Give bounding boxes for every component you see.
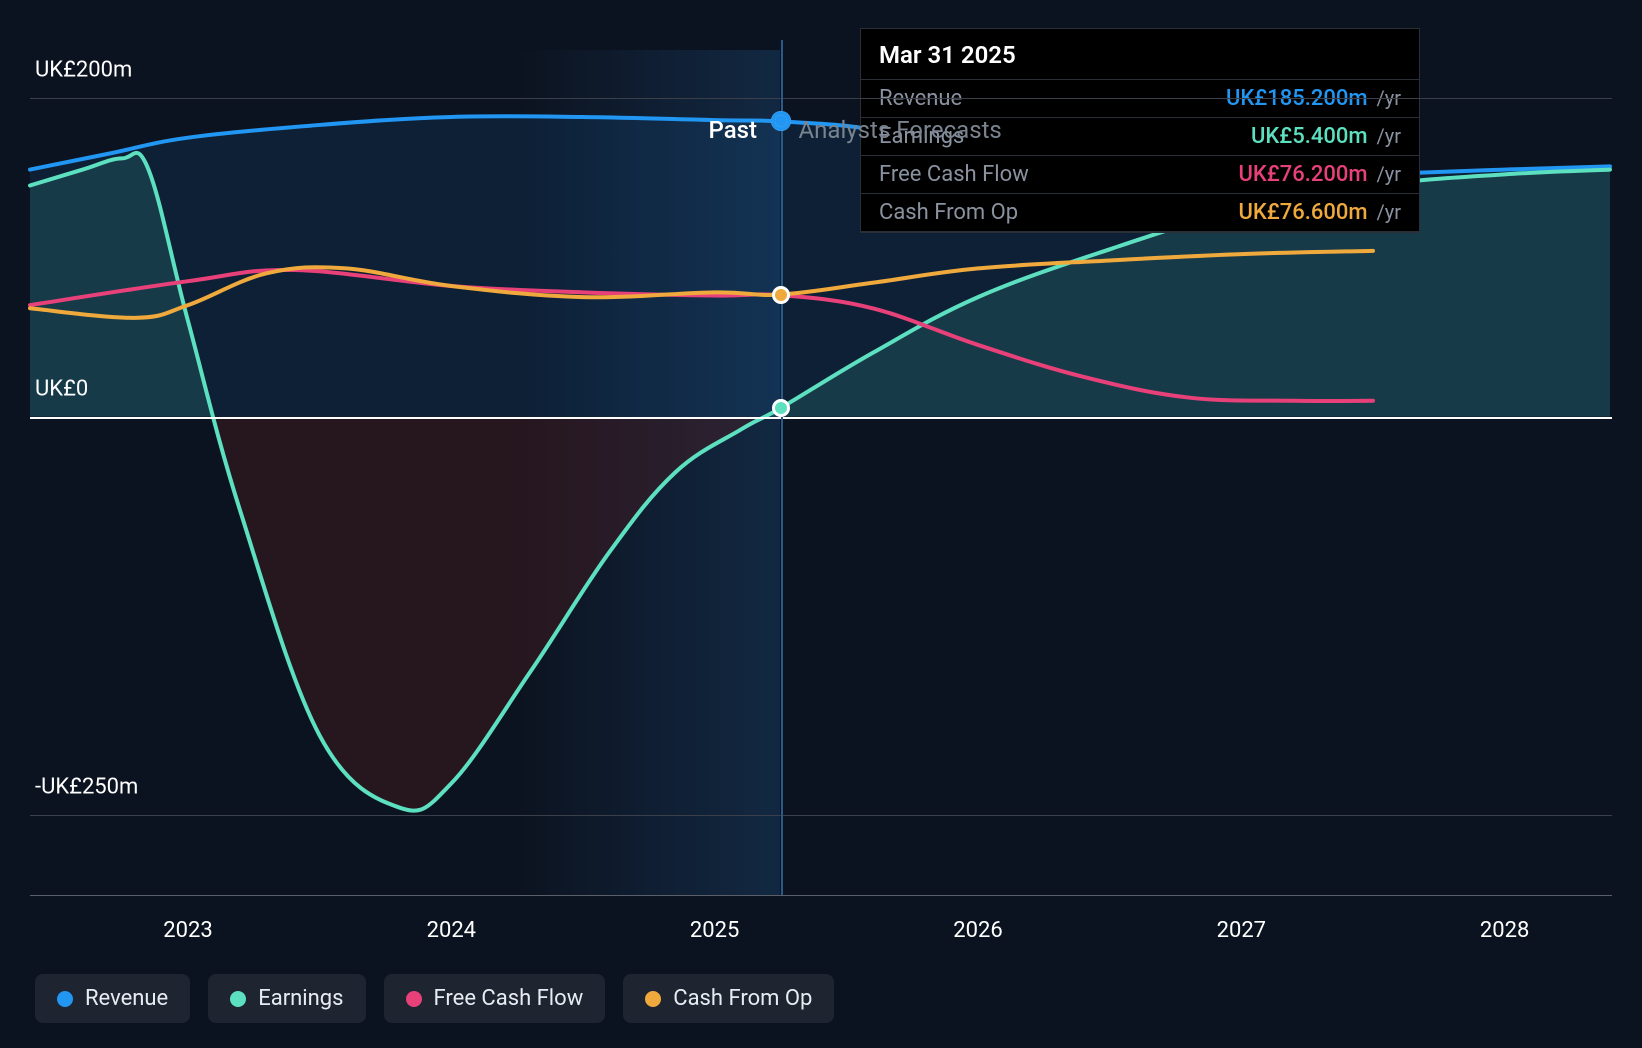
tooltip-value: UK£76.600m (1239, 200, 1368, 225)
tooltip-key: Free Cash Flow (879, 162, 1029, 187)
legend-dot-icon (645, 991, 661, 1007)
financial-forecast-chart: Mar 31 2025 RevenueUK£185.200m /yrEarnin… (0, 0, 1642, 1048)
tooltip-unit: /yr (1372, 124, 1401, 148)
x-axis-label: 2025 (690, 918, 739, 943)
tooltip-row: Free Cash Flow UK£76.200m /yr (861, 155, 1419, 193)
legend-dot-icon (57, 991, 73, 1007)
legend-dot-icon (406, 991, 422, 1007)
legend-item-fcf[interactable]: Free Cash Flow (384, 974, 606, 1023)
legend-dot-icon (230, 991, 246, 1007)
x-axis-label: 2024 (427, 918, 476, 943)
tooltip-value: UK£76.200m (1239, 162, 1368, 187)
hover-marker-earnings (772, 399, 790, 417)
legend-item-earnings[interactable]: Earnings (208, 974, 365, 1023)
y-gridline (30, 98, 1612, 99)
tooltip-date: Mar 31 2025 (861, 41, 1419, 79)
zero-gridline (30, 417, 1612, 419)
x-axis-label: 2027 (1217, 918, 1266, 943)
y-axis-label: UK£0 (35, 376, 88, 401)
y-axis-label: UK£200m (35, 57, 132, 82)
y-gridline (30, 815, 1612, 816)
x-axis-label: 2023 (163, 918, 212, 943)
chart-legend: Revenue Earnings Free Cash Flow Cash From O… (35, 974, 834, 1023)
past-forecast-divider (781, 40, 783, 895)
legend-item-cfo[interactable]: Cash From Op (623, 974, 834, 1023)
y-axis-label: -UK£250m (35, 775, 138, 800)
legend-label: Earnings (258, 986, 343, 1011)
tooltip-key: Cash From Op (879, 200, 1018, 225)
legend-item-revenue[interactable]: Revenue (35, 974, 190, 1023)
tooltip-unit: /yr (1372, 162, 1401, 186)
hover-marker-revenue (771, 111, 791, 131)
legend-label: Cash From Op (673, 986, 812, 1011)
legend-label: Free Cash Flow (434, 986, 584, 1011)
tooltip-row: Cash From Op UK£76.600m /yr (861, 193, 1419, 232)
tooltip-unit: /yr (1372, 200, 1401, 224)
tooltip-value: UK£5.400m (1251, 124, 1368, 149)
x-axis-baseline (30, 895, 1612, 896)
legend-label: Revenue (85, 986, 168, 1011)
past-label: Past (709, 116, 757, 144)
hover-marker-cfo (772, 286, 790, 304)
x-axis-label: 2028 (1480, 918, 1529, 943)
forecast-label: Analysts Forecasts (799, 116, 1002, 144)
x-axis-label: 2026 (953, 918, 1002, 943)
